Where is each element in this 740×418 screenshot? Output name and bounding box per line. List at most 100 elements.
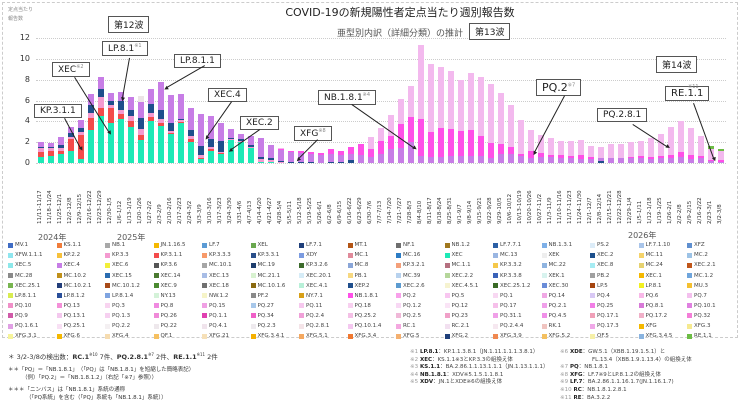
- bar-segment: [507, 104, 514, 148]
- legend-item: XFG.5: [396, 332, 445, 341]
- legend-label: PQ.2.4.4: [500, 323, 524, 329]
- annotation-wave13: 第13波: [469, 23, 511, 40]
- x-tick-label: 3/2-3/8: [716, 204, 723, 224]
- bar-segment: [57, 136, 64, 146]
- bar-segment: [417, 119, 424, 156]
- legend-swatch: [638, 262, 644, 268]
- legend-swatch: [541, 323, 547, 329]
- legend-label: LF.7.1.10: [645, 242, 671, 249]
- bar-stack: [627, 142, 634, 163]
- legend-swatch: [590, 333, 595, 339]
- legend-swatch: [444, 323, 450, 329]
- x-tick-label: 6/9-6/15: [336, 200, 343, 224]
- legend-swatch: [202, 273, 207, 279]
- legend-item: XFG.4: [105, 332, 154, 341]
- bar-segment: [717, 150, 724, 160]
- legend-item: PQ.27: [250, 302, 300, 311]
- legend-label: XFG.3.9: [500, 333, 522, 340]
- legend-label: PQ.32: [694, 312, 711, 319]
- legend-swatch: [8, 242, 13, 248]
- bar-stack: [637, 141, 644, 163]
- legend-item: PQ.6: [638, 291, 688, 300]
- legend-label: XFG.3: [694, 323, 711, 329]
- x-tick-label: 9/1-9/7: [456, 204, 463, 224]
- x-tick-label: 1/6-1/12: [116, 200, 123, 224]
- bar-segment: [247, 135, 254, 146]
- gridline: [36, 163, 726, 164]
- legend-item: MC.13: [493, 251, 542, 260]
- bar-stack: [237, 133, 244, 163]
- legend-label: PQ.17.1: [597, 312, 619, 319]
- bar-stack: [347, 147, 354, 163]
- bar-segment: [127, 97, 134, 110]
- legend-label: LP.8.1.2: [63, 292, 85, 299]
- footnote: ※10 RC：NB.1.8.1.2.8.1: [560, 386, 627, 393]
- legend-label: MC.19: [257, 262, 275, 269]
- legend-label: MC.28: [15, 272, 33, 279]
- legend-label: XFG.2: [451, 333, 468, 340]
- legend-swatch: [638, 333, 644, 339]
- legend-label: RE.1.1: [694, 333, 712, 340]
- bar-segment: [497, 144, 504, 154]
- legend-swatch: [347, 252, 353, 258]
- chart-frame: [2, 2, 738, 338]
- x-tick-label: 3/17-3/23: [216, 197, 223, 224]
- legend-swatch: [687, 273, 692, 279]
- bar-segment: [237, 139, 244, 142]
- legend-label: MC.39: [403, 272, 421, 279]
- legend-label: RC.2.1: [451, 323, 470, 329]
- legend-swatch: [105, 323, 110, 329]
- annotation-xec2: XEC.2: [240, 116, 279, 130]
- x-tick-label: 11/25-12/1: [56, 193, 63, 224]
- legend-label: MC.22: [548, 262, 566, 269]
- legend-item: MC.1.2: [687, 271, 736, 280]
- bar-segment: [687, 127, 694, 155]
- bar-segment: [447, 128, 454, 156]
- legend-item: XEP.2: [347, 281, 397, 290]
- legend-label: PQ.34: [257, 312, 274, 319]
- legend-swatch: [444, 333, 450, 339]
- x-tick-label: 4/14-4/20: [256, 197, 263, 224]
- legend-label: XFG.6: [63, 333, 80, 340]
- legend-label: RC.1: [403, 323, 416, 329]
- x-tick-label: 10/6-10/12: [506, 193, 513, 224]
- bar-segment: [97, 89, 104, 98]
- legend-item: PQ.2.8.1: [299, 322, 348, 331]
- legend-item: PQ.1.6.1: [8, 322, 57, 331]
- bar-segment: [427, 156, 434, 163]
- bar-segment: [137, 128, 144, 135]
- bar-segment: [517, 120, 524, 154]
- legend-swatch: [396, 252, 401, 258]
- bar-segment: [47, 143, 54, 148]
- legend-label: QF.5: [597, 333, 609, 340]
- legend-item: KP.3.3.8: [493, 271, 542, 280]
- legend-label: PQ.1: [500, 292, 513, 299]
- legend-item: PQ.9: [8, 312, 57, 321]
- legend-label: NB.1.2: [451, 242, 470, 249]
- legend-label: MC.13: [500, 252, 518, 259]
- legend-item: PQ.5: [444, 291, 494, 300]
- bar-segment: [267, 157, 274, 160]
- bar-segment: [357, 154, 364, 163]
- legend-item: KP.2.2: [56, 251, 106, 260]
- x-tick-label: 12/29-1/4: [626, 197, 633, 224]
- legend-item: XEC.4: [56, 261, 106, 270]
- bar-segment: [257, 158, 264, 162]
- legend-label: XEC.2.2: [451, 272, 474, 279]
- legend-swatch: [202, 293, 207, 299]
- legend-label: PQ.26: [160, 312, 177, 319]
- legend-label: KP.3.3.1: [257, 252, 280, 259]
- bar-segment: [407, 142, 414, 163]
- bar-segment: [147, 113, 154, 118]
- legend-item: PQ.1.3: [105, 312, 154, 321]
- bar-segment: [687, 158, 694, 163]
- legend-label: PQ.10: [15, 302, 32, 309]
- legend-swatch: [444, 252, 450, 258]
- legend-item: MT.1: [347, 241, 397, 250]
- bar-segment: [417, 155, 424, 163]
- legend-swatch: [202, 242, 207, 248]
- bar-stack: [367, 136, 374, 163]
- legend-label: XEC.25.1.2: [500, 282, 531, 289]
- legend-swatch: [105, 333, 110, 339]
- year-label-2025: 2025年: [117, 233, 146, 242]
